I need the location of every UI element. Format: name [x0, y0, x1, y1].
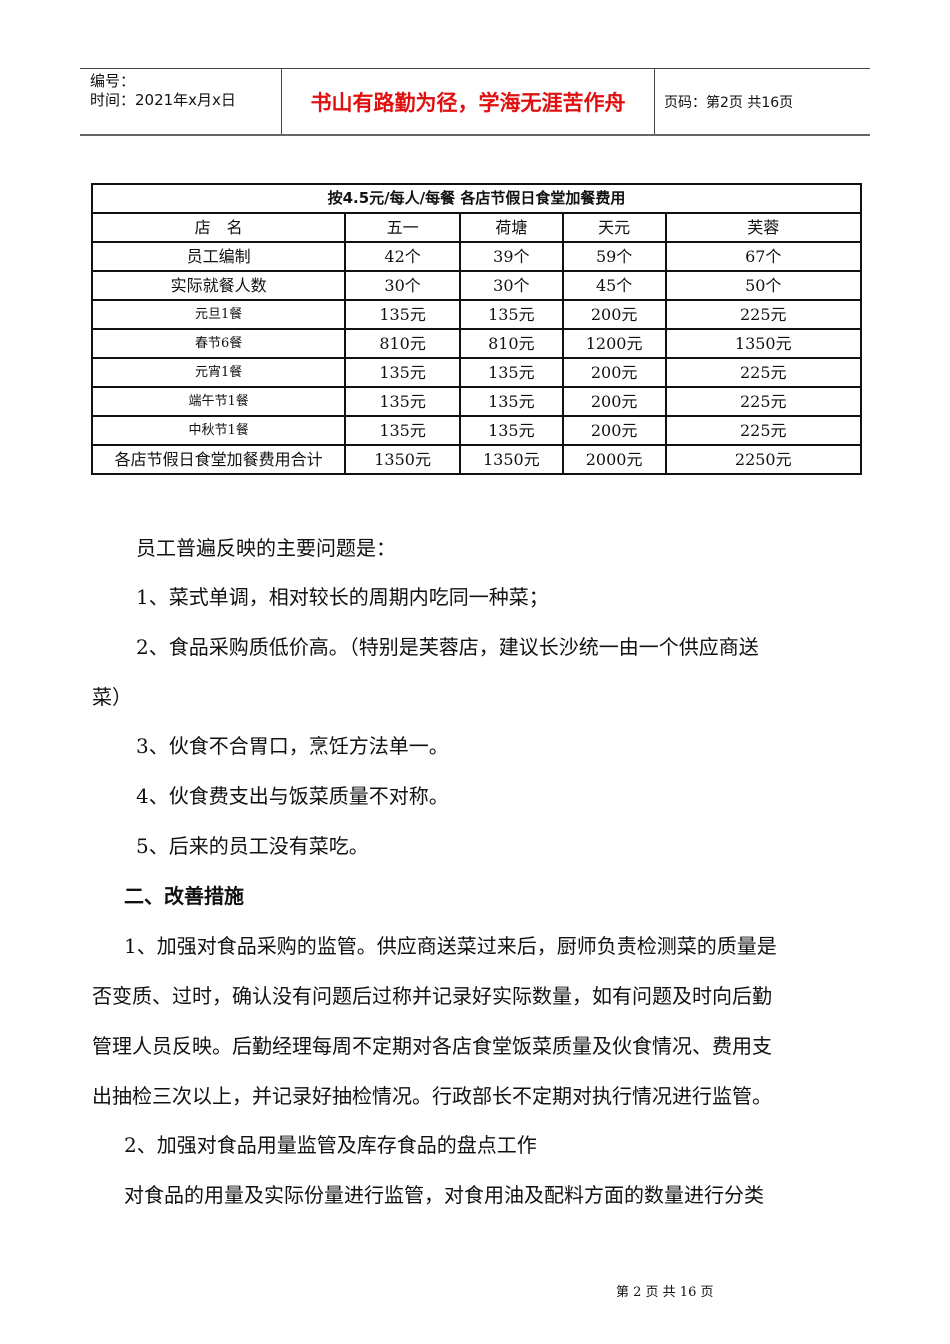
header-page: 页码：第2页 共16页 — [664, 94, 794, 111]
paragraph-line: 菜） — [92, 685, 132, 709]
paragraph-line: 管理人员反映。后勤经理每周不定期对各店食堂饭菜质量及伙食情况、费用支 — [92, 1034, 772, 1058]
table-cell: 200元 — [561, 415, 667, 446]
column-header: 店 名 — [90, 212, 347, 243]
table-title: 按4.5元/每人/每餐 各店节假日食堂加餐费用 — [91, 183, 862, 214]
table-cell: 225元 — [664, 415, 863, 446]
doc-date: 时间：2021年x月x日 — [90, 91, 236, 109]
row-label: 元宵1餐 — [90, 357, 347, 388]
table-row: 春节6餐 810元 810元 1200元 1350元 — [90, 328, 863, 359]
table-cell: 200元 — [561, 299, 667, 330]
table-cell: 810元 — [344, 328, 461, 359]
doc-number: 编号： — [90, 72, 136, 90]
table-cell: 135元 — [344, 415, 461, 446]
row-label: 春节6餐 — [90, 328, 347, 359]
table-cell: 30个 — [344, 270, 461, 301]
table-cell: 1200元 — [561, 328, 667, 359]
table-cell: 67个 — [664, 241, 863, 272]
paragraph-line: 对食品的用量及实际份量进行监管，对食用油及配料方面的数量进行分类 — [124, 1183, 764, 1207]
table-cell: 225元 — [664, 299, 863, 330]
table-row: 员工编制 42个 39个 59个 67个 — [90, 241, 863, 272]
table-cell: 200元 — [561, 386, 667, 417]
paragraph-line: 否变质、过时，确认没有问题后过称并记录好实际数量，如有问题及时向后勤 — [92, 984, 772, 1008]
cost-table: 按4.5元/每人/每餐 各店节假日食堂加餐费用 店 名五一 荷塘 天元 芙蓉 员工编制 4… — [90, 183, 863, 475]
table-cell: 810元 — [458, 328, 564, 359]
table-cell: 200元 — [561, 357, 667, 388]
table-cell: 59个 — [561, 241, 667, 272]
table-cell: 45个 — [561, 270, 667, 301]
paragraph-line: 1、加强对食品采购的监管。供应商送菜过来后，厨师负责检测菜的质量是 — [124, 934, 777, 958]
table-row: 元宵1餐 135元 135元 200元 225元 — [90, 357, 863, 388]
table-cell: 50个 — [664, 270, 863, 301]
page-header: 编号： 时间：2021年x月x日 书山有路勤为径，学海无涯苦作舟 页码：第2页 … — [80, 68, 870, 136]
row-label: 端午节1餐 — [90, 386, 347, 417]
header-info: 编号： 时间：2021年x月x日 — [80, 69, 282, 134]
table-row: 各店节假日食堂加餐费用合计 1350元 1350元 2000元 2250元 — [90, 444, 863, 475]
column-header: 五一 — [344, 212, 461, 243]
paragraph-line: 5、后来的员工没有菜吃。 — [136, 834, 369, 858]
table-cell: 225元 — [664, 357, 863, 388]
column-header: 天元 — [561, 212, 667, 243]
row-label: 各店节假日食堂加餐费用合计 — [90, 444, 347, 475]
table-row: 端午节1餐 135元 135元 200元 225元 — [90, 386, 863, 417]
row-label: 实际就餐人数 — [90, 270, 347, 301]
table-cell: 135元 — [458, 415, 564, 446]
page-footer: 第 2 页 共 16 页 — [616, 1285, 714, 1300]
table-cell: 1350元 — [664, 328, 863, 359]
table-cell: 39个 — [458, 241, 564, 272]
table-cell: 1350元 — [344, 444, 461, 475]
table-cell: 135元 — [344, 299, 461, 330]
paragraph-line: 员工普遍反映的主要问题是： — [136, 536, 396, 560]
paragraph-line: 2、食品采购质低价高。（特别是芙蓉店，建议长沙统一由一个供应商送 — [136, 635, 759, 659]
paragraph-line: 2、加强对食品用量监管及库存食品的盘点工作 — [124, 1133, 537, 1157]
table-cell: 135元 — [458, 299, 564, 330]
paragraph-line: 4、伙食费支出与饭菜质量不对称。 — [136, 784, 449, 808]
table-row: 元旦1餐 135元 135元 200元 225元 — [90, 299, 863, 330]
table-header-row: 店 名五一 荷塘 天元 芙蓉 — [90, 212, 863, 243]
table-cell: 135元 — [344, 357, 461, 388]
table-row: 中秋节1餐 135元 135元 200元 225元 — [90, 415, 863, 446]
table-cell: 42个 — [344, 241, 461, 272]
table-row: 实际就餐人数 30个 30个 45个 50个 — [90, 270, 863, 301]
paragraph-line: 3、伙食不合胃口，烹饪方法单一。 — [136, 734, 449, 758]
row-label: 元旦1餐 — [90, 299, 347, 330]
table-cell: 135元 — [458, 386, 564, 417]
table-cell: 30个 — [458, 270, 564, 301]
table-cell: 2250元 — [664, 444, 863, 475]
column-header: 荷塘 — [458, 212, 564, 243]
column-header: 芙蓉 — [664, 212, 863, 243]
header-motto: 书山有路勤为径，学海无涯苦作舟 — [282, 69, 655, 134]
paragraph-line: 出抽检三次以上，并记录好抽检情况。行政部长不定期对执行情况进行监管。 — [92, 1084, 772, 1108]
row-label: 中秋节1餐 — [90, 415, 347, 446]
table-cell: 225元 — [664, 386, 863, 417]
table-cell: 135元 — [344, 386, 461, 417]
table-cell: 1350元 — [458, 444, 564, 475]
paragraph-line: 1、菜式单调，相对较长的周期内吃同一种菜； — [136, 585, 549, 609]
table-cell: 2000元 — [561, 444, 667, 475]
row-label: 员工编制 — [90, 241, 347, 272]
section-heading: 二、改善措施 — [124, 884, 244, 908]
table-cell: 135元 — [458, 357, 564, 388]
